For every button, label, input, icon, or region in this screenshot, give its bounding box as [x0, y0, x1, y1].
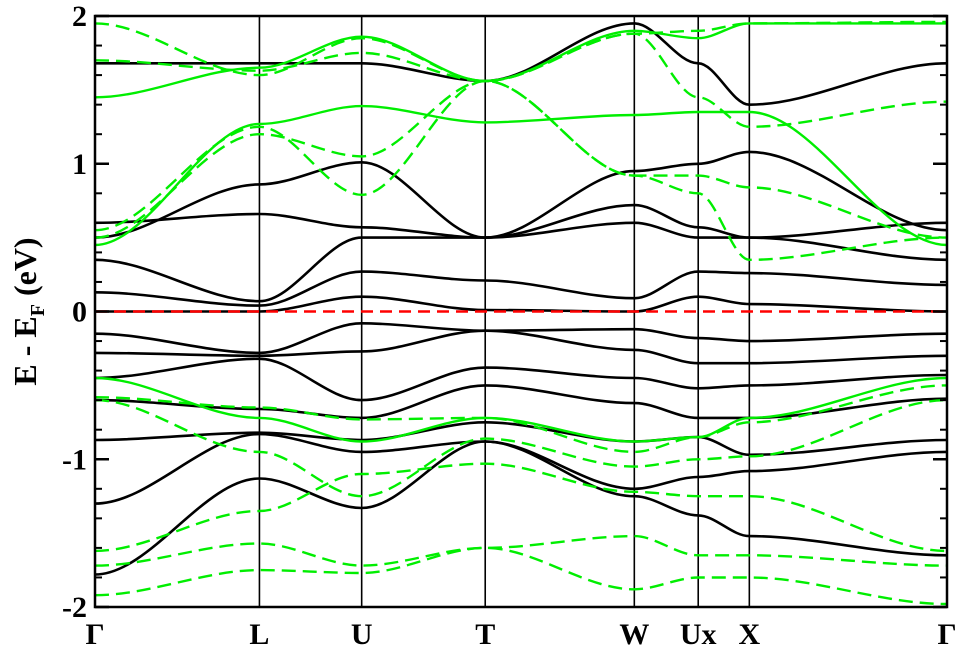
band-line-black [95, 22, 947, 107]
y-tick-label: -2 [62, 591, 87, 624]
y-tick-label: 0 [72, 296, 87, 329]
band-line-green [95, 104, 947, 247]
band-line-black [95, 203, 947, 239]
y-tick-label: -1 [62, 443, 87, 476]
y-axis-title-unit: (eV) [7, 237, 43, 304]
band-line-black [95, 270, 947, 307]
band-line-green [95, 376, 947, 443]
x-tick-label: U [351, 618, 373, 650]
x-tick-label: L [249, 618, 269, 650]
band-line-green [95, 79, 947, 239]
band-line-black [95, 432, 947, 505]
x-tick-label: Γ [937, 618, 956, 650]
y-tick-label: 2 [72, 0, 87, 33]
band-line-green [95, 546, 947, 606]
band-line-black [95, 150, 947, 239]
band-line-green [95, 32, 947, 129]
band-series [95, 20, 947, 606]
x-tick-label: Ux [680, 618, 717, 650]
band-line-green [95, 462, 947, 553]
band-line-black [95, 357, 947, 402]
x-tick-label: W [619, 618, 649, 650]
x-tick-label: T [475, 618, 495, 650]
y-axis-title: E - EF (eV) [7, 237, 49, 385]
y-axis-ticks: -2 -1 0 1 2 [62, 0, 947, 624]
band-line-green [95, 534, 947, 567]
y-axis-title-main: E - E [7, 316, 43, 385]
y-tick-label: 1 [72, 148, 87, 181]
x-axis-ticks: Γ L U T W Ux X Γ [85, 618, 956, 650]
band-line-green [95, 398, 947, 498]
x-tick-label: X [739, 618, 761, 650]
x-tick-label: Γ [85, 618, 104, 650]
band-line-black [95, 321, 947, 355]
band-line-green [95, 79, 947, 262]
band-line-black [95, 329, 947, 365]
band-line-green [95, 384, 947, 454]
y-axis-title-subscript: F [27, 304, 49, 316]
